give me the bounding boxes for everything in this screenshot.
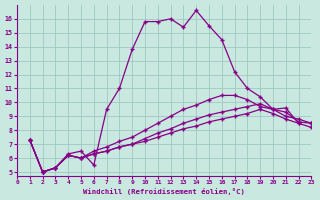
- X-axis label: Windchill (Refroidissement éolien,°C): Windchill (Refroidissement éolien,°C): [83, 188, 245, 195]
